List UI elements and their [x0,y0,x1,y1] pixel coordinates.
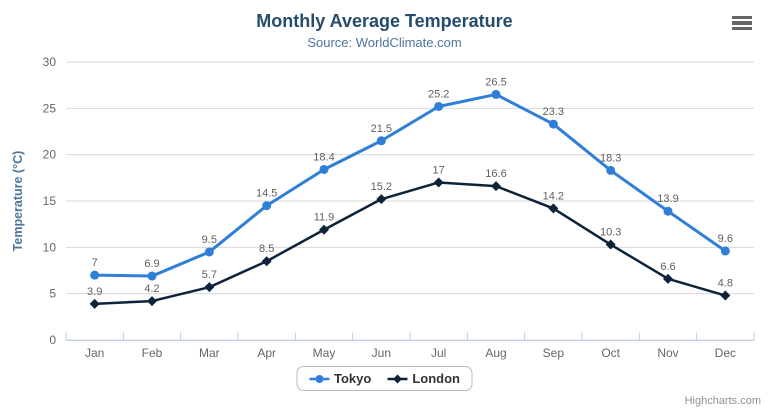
x-axis-label-feb: Feb [142,346,163,360]
legend-item-london[interactable]: London [387,371,460,386]
point-london-jan[interactable] [89,298,100,309]
legend-marker-circle-icon [309,374,330,383]
point-tokyo-nov[interactable] [663,206,673,216]
data-label-london-apr: 8.5 [259,243,274,255]
series-line-london [93,181,727,306]
point-tokyo-apr[interactable] [262,201,272,211]
point-tokyo-feb[interactable] [147,271,157,281]
point-tokyo-jul[interactable] [434,101,444,111]
data-label-tokyo-aug: 26.5 [485,76,506,88]
data-label-london-oct: 10.3 [600,227,621,239]
x-axis-label-jun: Jun [372,346,391,360]
legend-marker-diamond-icon [387,374,408,383]
legend-item-tokyo[interactable]: Tokyo [309,371,371,386]
data-label-tokyo-jun: 21.5 [371,123,392,135]
point-london-apr[interactable] [261,256,272,267]
point-tokyo-jan[interactable] [90,270,100,280]
point-london-oct[interactable] [605,239,616,250]
point-tokyo-dec[interactable] [720,246,730,256]
y-axis-label: 25 [43,101,57,115]
x-axis-label-nov: Nov [657,346,678,360]
y-axis-label: 5 [49,287,56,301]
hamburger-icon [732,15,752,19]
data-label-tokyo-jan: 7 [92,257,98,269]
point-london-feb[interactable] [147,296,157,307]
y-axis-label: 15 [43,194,57,208]
legend: Tokyo London [296,366,473,391]
x-axis-label-dec: Dec [715,346,736,360]
point-london-nov[interactable] [663,273,673,284]
point-tokyo-jun[interactable] [376,136,386,146]
point-london-jun[interactable] [376,194,387,205]
y-axis-title: Temperature (°C) [11,151,25,252]
data-label-tokyo-feb: 6.9 [144,258,159,270]
point-tokyo-aug[interactable] [491,89,501,99]
point-london-sep[interactable] [548,203,559,214]
data-label-tokyo-nov: 13.9 [657,193,678,205]
y-axis-label: 10 [43,240,57,254]
x-axis-label-jul: Jul [431,346,446,360]
point-tokyo-oct[interactable] [606,165,616,175]
data-label-tokyo-oct: 18.3 [600,152,621,164]
point-tokyo-mar[interactable] [204,247,214,257]
x-axis-label-may: May [313,346,336,360]
point-tokyo-sep[interactable] [548,119,558,129]
hamburger-bar [732,21,752,25]
data-label-london-nov: 6.6 [660,261,675,273]
y-axis-label: 0 [49,333,56,347]
data-label-tokyo-mar: 9.5 [202,234,217,246]
point-london-may[interactable] [319,224,329,235]
point-london-aug[interactable] [491,181,501,192]
chart-subtitle: Source: WorldClimate.com [307,35,462,50]
point-london-dec[interactable] [720,290,731,301]
point-london-jul[interactable] [433,177,444,188]
hamburger-bar [732,27,752,31]
x-axis-label-jan: Jan [85,346,104,360]
series-line-tokyo [93,92,727,278]
data-label-london-aug: 16.6 [485,168,506,180]
data-label-london-dec: 4.8 [718,278,733,290]
data-label-london-jul: 17 [433,164,445,176]
y-axis-label: 20 [43,148,57,162]
data-label-tokyo-sep: 23.3 [543,106,564,118]
x-axis-label-sep: Sep [543,346,565,360]
chart-title: Monthly Average Temperature [256,11,513,31]
data-label-tokyo-dec: 9.6 [718,233,733,245]
data-label-tokyo-jul: 25.2 [428,88,449,100]
point-london-mar[interactable] [204,282,215,293]
point-tokyo-may[interactable] [319,164,329,174]
legend-label-london: London [412,371,460,386]
x-axis-label-mar: Mar [199,346,220,360]
credits-link[interactable]: Highcharts.com [684,395,761,407]
x-axis-label-oct: Oct [601,346,620,360]
data-label-tokyo-may: 18.4 [313,151,334,163]
legend-label-tokyo: Tokyo [334,371,372,386]
x-axis-label-aug: Aug [485,346,506,360]
data-label-london-jan: 3.9 [87,286,102,298]
data-label-london-may: 11.9 [314,212,335,224]
data-label-tokyo-apr: 14.5 [256,188,277,200]
data-label-london-sep: 14.2 [543,190,564,202]
data-label-london-feb: 4.2 [144,283,159,295]
y-axis-label: 30 [43,55,57,69]
data-label-london-jun: 15.2 [371,181,392,193]
context-menu-button[interactable] [729,12,755,34]
x-axis-label-apr: Apr [257,346,276,360]
data-label-london-mar: 5.7 [202,269,217,281]
